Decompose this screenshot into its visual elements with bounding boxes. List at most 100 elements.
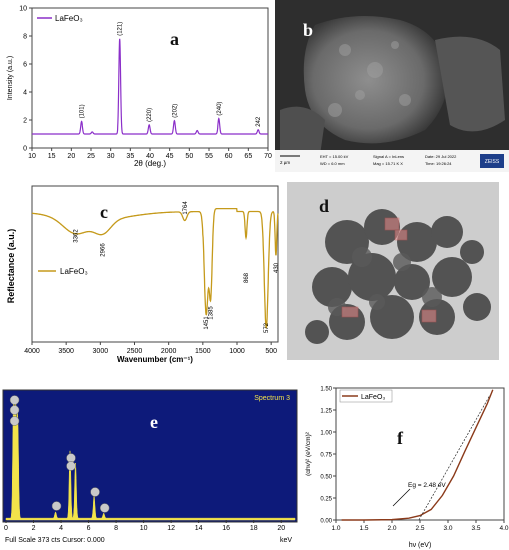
ftir-chart: 4000 3500 3000 2500 2000 1500 1000 500 3362 2966… [6, 185, 280, 364]
eds-element-marker [90, 487, 100, 497]
ftir-xtick-label: 3000 [93, 348, 109, 355]
tauc-xtick-label: 1.5 [359, 525, 368, 532]
panel-label-b: b [303, 20, 313, 40]
ftir-ylabel: Reflectance (a.u.) [6, 229, 16, 304]
xrd-ytick-label: 10 [19, 6, 27, 13]
eds-xtick-label: 18 [250, 525, 258, 532]
xrd-peak-label: (101) [80, 104, 86, 118]
ftir-peak-label: 1764 [183, 201, 189, 215]
eds-xtick-label: 20 [277, 525, 285, 532]
xrd-xtick-label: 55 [205, 153, 213, 160]
xrd-xtick-label: 45 [166, 153, 174, 160]
ftir-peak-label: 1451 [204, 316, 210, 330]
tem-image: d [287, 182, 499, 360]
eds-xtick-label: 8 [114, 525, 118, 532]
eds-xtick-label: 16 [222, 525, 230, 532]
eds-spectrum-title: Spectrum 3 [254, 395, 290, 402]
tauc-ytick-label: 1.25 [320, 408, 332, 414]
tauc-ytick-label: 1.00 [320, 430, 332, 436]
xrd-peak-label: (220) [147, 108, 153, 122]
eds-xtick-label: 0 [4, 525, 8, 532]
eds-xtick-label: 14 [195, 525, 203, 532]
ftir-xtick-label: 500 [265, 348, 277, 355]
tauc-ytick-label: 0.00 [320, 518, 332, 524]
tauc-chart: 1.0 1.5 2.0 2.5 3.0 3.5 4.0 0.00 0.25 0.50 0.75 1.0… [305, 386, 509, 549]
ftir-peak-label: 430 [274, 262, 280, 273]
tauc-xtick-label: 3.0 [443, 525, 452, 532]
xrd-xtick-label: 70 [264, 153, 272, 160]
eds-chart: Spectrum 3 0 2 4 6 8 10 12 14 16 18 20 Full Scale … [2, 389, 298, 544]
xrd-xtick-label: 60 [225, 153, 233, 160]
ftir-legend: LaFeO₃ [60, 267, 88, 276]
sem-meta-mag: Mag = 15.71 K X [373, 161, 403, 166]
xrd-xtick-label: 15 [48, 153, 56, 160]
eds-xtick-label: 6 [87, 525, 91, 532]
tauc-xtick-label: 3.5 [471, 525, 480, 532]
ftir-peak-label: 572 [264, 322, 270, 333]
zeiss-logo: ZEISS [485, 159, 500, 165]
eds-element-marker [9, 405, 20, 415]
ftir-xtick-label: 1500 [195, 348, 211, 355]
xrd-peak-label: (240) [217, 102, 223, 116]
tauc-eg-annotation: Eg = 2.48 eV [408, 482, 446, 489]
eds-element-marker [99, 503, 110, 513]
panel-label-f: f [397, 428, 404, 448]
xrd-peak-label: (202) [172, 104, 178, 118]
panel-label-c: c [100, 202, 108, 222]
tauc-ytick-label: 0.50 [320, 474, 332, 480]
xrd-ytick-label: 8 [23, 34, 27, 41]
eds-spectrum-fill [5, 395, 296, 521]
xrd-xtick-label: 65 [244, 153, 252, 160]
ftir-peak-label: 3362 [74, 229, 80, 243]
eds-element-marker [9, 416, 20, 426]
ftir-xtick-label: 2000 [161, 348, 177, 355]
eds-element-marker [66, 461, 76, 471]
xrd-xtick-label: 35 [126, 153, 134, 160]
xrd-xlabel: 2θ (deg.) [134, 159, 166, 168]
tauc-xlabel: hν (eV) [409, 542, 432, 549]
sem-meta-date: Date: 29 Jul 2022 [425, 154, 457, 159]
tauc-xtick-label: 2.5 [415, 525, 424, 532]
sem-meta-signal: Signal A = InLens [373, 154, 404, 159]
xrd-xtick-label: 30 [107, 153, 115, 160]
xrd-xtick-label: 20 [67, 153, 75, 160]
eds-element-marker [9, 395, 20, 405]
eds-footer-right: keV [280, 537, 292, 544]
xrd-legend: LaFeO₃ [55, 14, 83, 23]
xrd-ytick-label: 2 [23, 118, 27, 125]
eds-element-marker [66, 453, 76, 463]
xrd-ylabel: Intensity (a.u.) [7, 56, 14, 100]
xrd-xtick-label: 25 [87, 153, 95, 160]
sem-image: 2 µm EHT = 15.00 kV WD = 6.0 mm Signal A… [275, 0, 509, 172]
tauc-ylabel: (αhν)² (eV/cm)² [305, 431, 312, 476]
tauc-ytick-label: 1.50 [320, 386, 332, 392]
eds-xtick-label: 2 [32, 525, 36, 532]
xrd-ytick-label: 4 [23, 90, 27, 97]
tauc-xtick-label: 1.0 [331, 525, 340, 532]
eds-xtick-label: 4 [59, 525, 63, 532]
ftir-peak-label: 868 [244, 272, 250, 283]
panel-label-d: d [319, 196, 329, 216]
panel-label-e: e [150, 412, 158, 432]
xrd-peak-label: 242 [256, 116, 262, 127]
eds-footer-left: Full Scale 373 cts Cursor: 0.000 [5, 537, 105, 544]
xrd-ytick-label: 6 [23, 62, 27, 69]
xrd-ytick-label: 0 [23, 146, 27, 153]
ftir-xtick-label: 1000 [229, 348, 245, 355]
ftir-peak-label: 1385 [209, 306, 215, 320]
ftir-xtick-label: 4000 [24, 348, 40, 355]
xrd-xtick-label: 10 [28, 153, 36, 160]
xrd-xtick-label: 40 [146, 153, 154, 160]
tauc-legend: LaFeO₃ [361, 394, 385, 401]
ftir-peak-label: 2966 [101, 243, 107, 257]
sem-meta-eht: EHT = 15.00 kV [320, 154, 349, 159]
ftir-xtick-label: 3500 [58, 348, 74, 355]
panel-label-a: a [170, 29, 179, 49]
ftir-xtick-label: 2500 [127, 348, 143, 355]
sem-meta-time: Time: 19:26:24 [425, 161, 452, 166]
xrd-peak-label: (121) [118, 22, 124, 36]
ftir-xlabel: Wavenumber (cm⁻¹) [117, 355, 193, 364]
xrd-chart: 10 15 20 25 30 35 40 45 50 55 60 65 70 0 2 4 6 8 10 (101) (… [7, 6, 272, 169]
xrd-xtick-label: 50 [185, 153, 193, 160]
tauc-ytick-label: 0.25 [320, 496, 332, 502]
